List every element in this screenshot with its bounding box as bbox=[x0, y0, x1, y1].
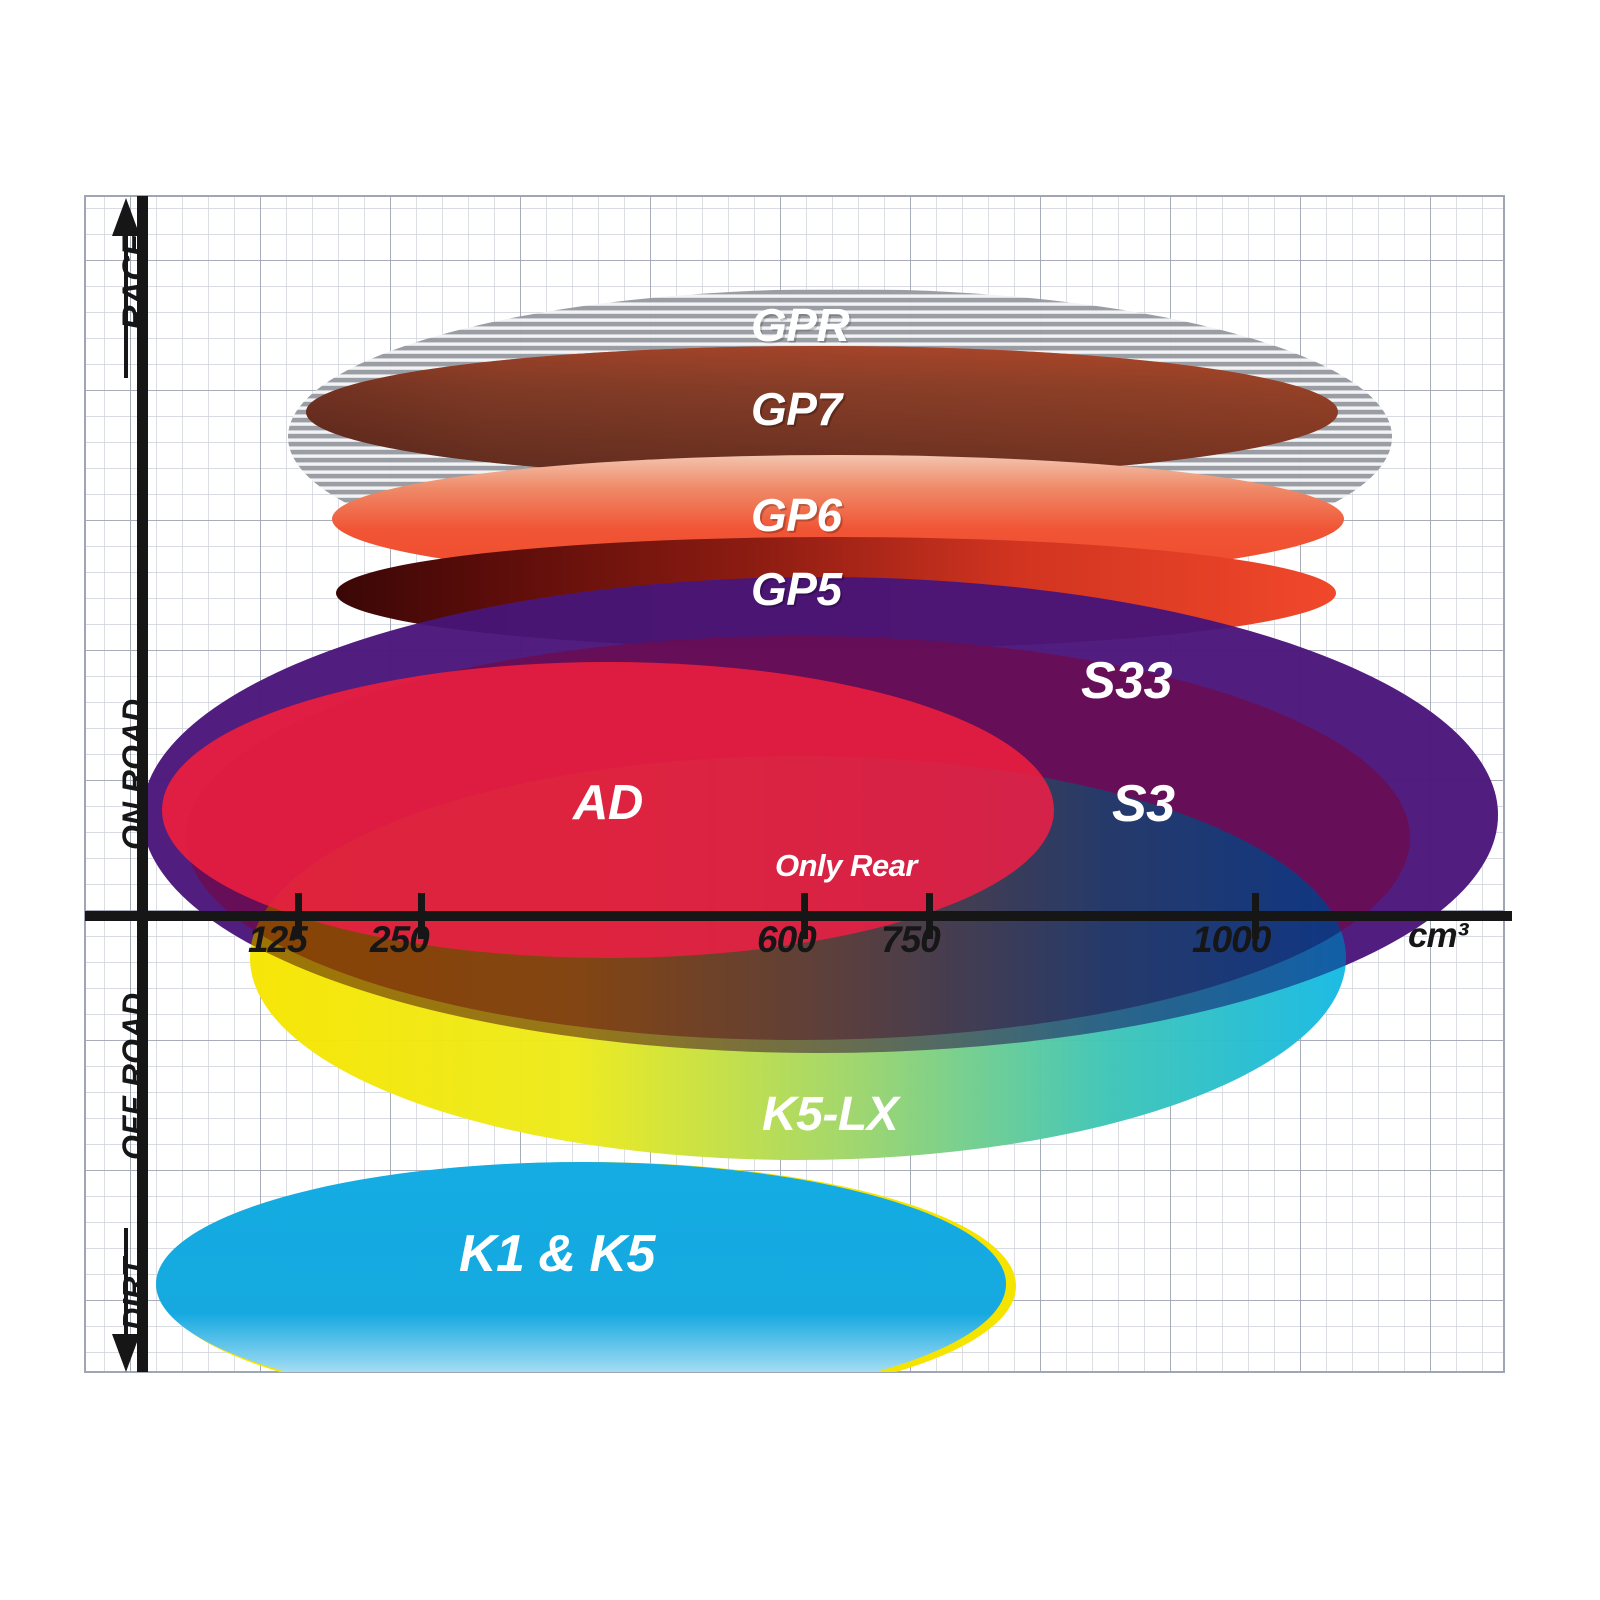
y-axis-label-on-road: ON ROAD bbox=[116, 698, 152, 850]
region-k1-k5[interactable] bbox=[156, 1162, 1016, 1410]
region-gp7[interactable] bbox=[306, 346, 1338, 478]
x-tick-label-1000: 1000 bbox=[1192, 919, 1271, 960]
axes bbox=[85, 196, 1512, 1372]
x-axis-ticks bbox=[295, 893, 1259, 939]
x-tick-label-600: 600 bbox=[757, 919, 817, 960]
dirt-direction-arrow bbox=[112, 1228, 140, 1372]
region-overlap-shading bbox=[142, 577, 1498, 1053]
y-axis-line bbox=[137, 196, 148, 1372]
x-tick-label-125: 125 bbox=[248, 919, 308, 960]
x-tick-label-750: 750 bbox=[881, 919, 941, 960]
x-tick-label-250: 250 bbox=[370, 919, 430, 960]
y-axis-label-race: RACE bbox=[116, 233, 154, 330]
race-direction-arrow bbox=[112, 198, 140, 378]
x-axis-unit-label: cm³ bbox=[1408, 916, 1468, 955]
x-axis-line bbox=[85, 911, 1512, 921]
plot-area bbox=[142, 289, 1498, 1410]
y-axis-label-off-road: OFF ROAD bbox=[116, 992, 152, 1160]
y-axis-label-dirt: DIRT bbox=[116, 1258, 151, 1330]
